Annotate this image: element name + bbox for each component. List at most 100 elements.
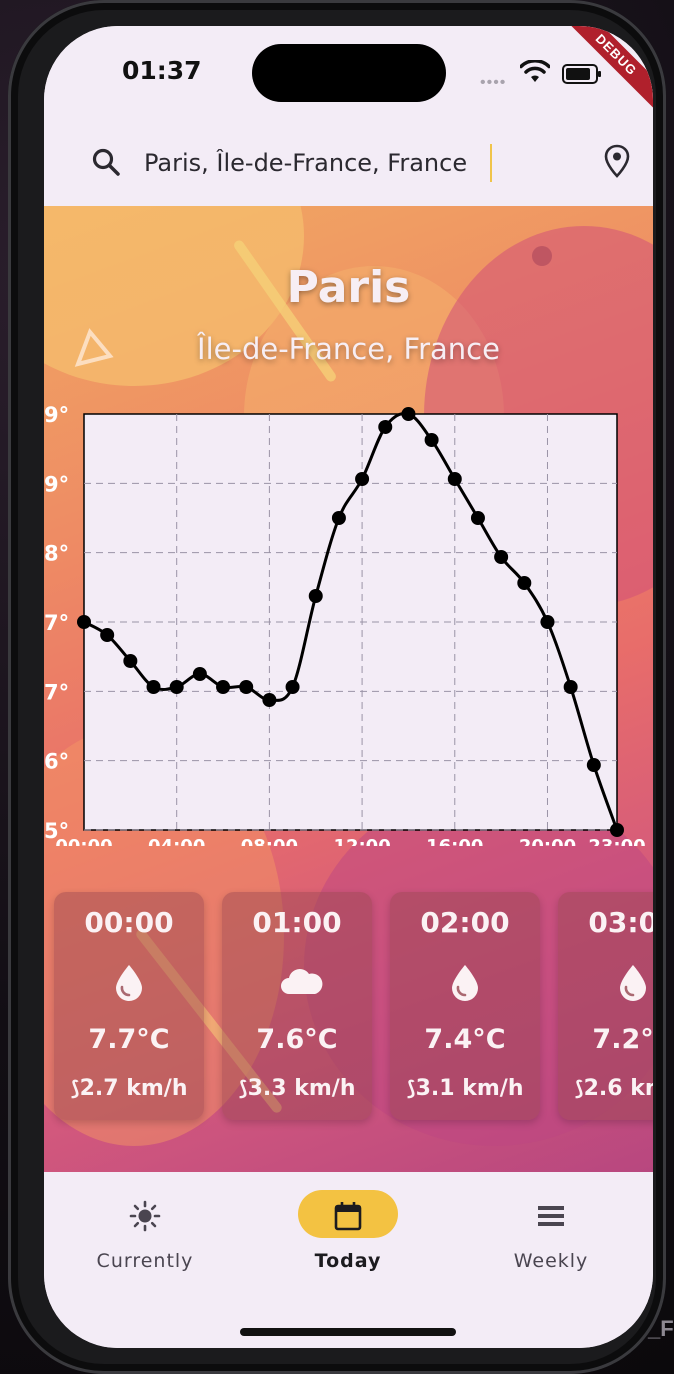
hourly-card[interactable]: 02:00 7.4°C ⟆3.1 km/h bbox=[390, 892, 540, 1120]
hourly-wind-speed: 3.1 km/h bbox=[415, 1076, 524, 1101]
hourly-wind: ⟆3.3 km/h bbox=[222, 1076, 372, 1101]
temperature-point bbox=[331, 511, 346, 525]
hourly-temperature: 7.2°C bbox=[592, 1024, 653, 1055]
nav-tab-label: Today bbox=[314, 1250, 382, 1272]
hourly-time: 00:00 bbox=[84, 906, 174, 939]
nav-tab-label: Currently bbox=[96, 1250, 194, 1272]
hourly-card[interactable]: 03:00 7.2°C ⟆2.6 km/h bbox=[558, 892, 653, 1120]
temperature-point bbox=[517, 576, 532, 590]
cellular-signal-icon: •••• bbox=[480, 74, 507, 91]
temperature-point bbox=[123, 654, 138, 668]
hourly-card[interactable]: 01:00 7.6°C ⟆3.3 km/h bbox=[222, 892, 372, 1120]
x-tick-label: 04:00 bbox=[148, 836, 205, 846]
calendar-icon bbox=[332, 1200, 364, 1232]
temperature-point bbox=[378, 420, 393, 434]
nav-tab-label: Weekly bbox=[513, 1250, 589, 1272]
status-time: 01:37 bbox=[122, 56, 202, 85]
wind-icon: ⟆ bbox=[70, 1076, 80, 1100]
temperature-point bbox=[262, 693, 277, 707]
location-pin-icon[interactable] bbox=[604, 144, 630, 178]
y-tick-label: 5° bbox=[44, 819, 69, 843]
hourly-wind: ⟆2.6 km/h bbox=[558, 1076, 653, 1101]
battery-icon bbox=[562, 64, 601, 84]
y-tick-label: 7° bbox=[44, 611, 69, 635]
nav-tab-weekly[interactable]: Weekly bbox=[451, 1190, 651, 1290]
phone-frame: 01:37 •••• DEBUG bbox=[8, 0, 666, 1374]
dynamic-island bbox=[252, 44, 446, 102]
nav-tab-currently[interactable]: Currently bbox=[45, 1190, 245, 1290]
x-tick-label: 16:00 bbox=[426, 836, 483, 846]
temperature-point bbox=[355, 472, 370, 486]
list-icon bbox=[535, 1200, 567, 1232]
temperature-point bbox=[216, 680, 231, 694]
hourly-time: 03:00 bbox=[588, 906, 653, 939]
hourly-time: 01:00 bbox=[252, 906, 342, 939]
temperature-chart: 9° 9° 8° 7° 7° 6° 5°00:00 04:00 08:00 12:00 16:00 2… bbox=[44, 396, 653, 857]
temperature-point bbox=[563, 680, 578, 694]
temperature-chart-svg: 9° 9° 8° 7° 7° 6° 5°00:00 04:00 08:00 12:00 16:00 2… bbox=[44, 403, 646, 857]
wifi-icon bbox=[520, 60, 550, 82]
hourly-time: 02:00 bbox=[420, 906, 510, 939]
home-indicator bbox=[240, 1328, 456, 1336]
hourly-wind-speed: 3.3 km/h bbox=[247, 1076, 356, 1101]
wind-icon: ⟆ bbox=[238, 1076, 248, 1100]
y-tick-label: 9° bbox=[44, 472, 69, 496]
temperature-point bbox=[169, 680, 184, 694]
hourly-card[interactable]: 00:00 7.7°C ⟆2.7 km/h bbox=[54, 892, 204, 1120]
hourly-wind-speed: 2.6 km/h bbox=[583, 1076, 653, 1101]
temperature-point bbox=[192, 667, 207, 681]
y-tick-label: 7° bbox=[44, 680, 69, 704]
hourly-temperature: 7.4°C bbox=[424, 1024, 506, 1055]
weather-content: Paris Île-de-France, France 9° 9° 8° 7° 7° 6°… bbox=[44, 206, 653, 1172]
raindrop-icon bbox=[445, 962, 485, 1002]
city-name: Paris bbox=[286, 262, 411, 313]
status-bar: 01:37 •••• DEBUG bbox=[44, 26, 653, 126]
decor-blob bbox=[304, 786, 653, 1146]
hourly-temperature: 7.7°C bbox=[88, 1024, 170, 1055]
temperature-point bbox=[308, 589, 323, 603]
temperature-point bbox=[100, 628, 115, 642]
phone-screen: 01:37 •••• DEBUG bbox=[44, 26, 653, 1348]
x-tick-label: 08:00 bbox=[241, 836, 298, 846]
x-tick-label: 20:00 bbox=[519, 836, 576, 846]
cloud-icon bbox=[277, 962, 323, 1002]
search-bar bbox=[44, 126, 653, 206]
y-tick-label: 8° bbox=[44, 542, 69, 566]
temperature-point bbox=[470, 511, 485, 525]
x-tick-label: 00:00 bbox=[55, 836, 112, 846]
decor-dot bbox=[532, 246, 552, 266]
temperature-point bbox=[586, 758, 601, 772]
wind-icon: ⟆ bbox=[574, 1076, 584, 1100]
sun-icon bbox=[129, 1200, 161, 1232]
x-tick-label: 23:00 bbox=[588, 836, 645, 846]
decor-triangle bbox=[74, 328, 114, 367]
temperature-point bbox=[540, 615, 555, 629]
raindrop-icon bbox=[613, 962, 653, 1002]
hourly-wind: ⟆3.1 km/h bbox=[390, 1076, 540, 1101]
temperature-point bbox=[401, 407, 416, 421]
hourly-temperature: 7.6°C bbox=[256, 1024, 338, 1055]
temperature-point bbox=[77, 615, 91, 629]
search-input[interactable] bbox=[144, 144, 504, 182]
region-name: Île-de-France, France bbox=[197, 332, 500, 366]
bottom-navigation: Currently Today Weekly bbox=[44, 1172, 653, 1348]
temperature-point bbox=[447, 472, 462, 486]
search-icon[interactable] bbox=[90, 146, 122, 178]
temperature-point bbox=[424, 433, 439, 447]
background-app-text: _Fl bbox=[648, 1316, 674, 1341]
hourly-wind: ⟆2.7 km/h bbox=[54, 1076, 204, 1101]
hourly-wind-speed: 2.7 km/h bbox=[79, 1076, 188, 1101]
hourly-forecast-list[interactable]: 00:00 7.7°C ⟆2.7 km/h 01:00 7.6°C ⟆3.3 km/h 02… bbox=[44, 892, 653, 1132]
temperature-point bbox=[146, 680, 161, 694]
temperature-point bbox=[494, 550, 509, 564]
raindrop-icon bbox=[109, 962, 149, 1002]
text-caret bbox=[490, 144, 492, 182]
x-tick-label: 12:00 bbox=[333, 836, 390, 846]
temperature-point bbox=[285, 680, 300, 694]
wind-icon: ⟆ bbox=[406, 1076, 416, 1100]
nav-tab-today[interactable]: Today bbox=[248, 1190, 448, 1290]
y-tick-label: 6° bbox=[44, 750, 69, 774]
y-tick-label: 9° bbox=[44, 403, 69, 427]
temperature-point bbox=[610, 823, 624, 837]
temperature-point bbox=[239, 680, 254, 694]
